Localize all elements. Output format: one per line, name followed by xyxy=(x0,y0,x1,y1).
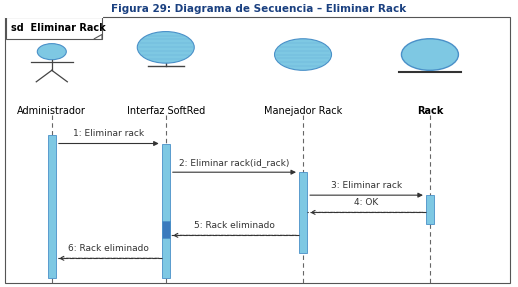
Circle shape xyxy=(37,44,66,60)
Text: Rack: Rack xyxy=(417,106,443,116)
Circle shape xyxy=(137,32,194,63)
Bar xyxy=(426,195,434,224)
Bar xyxy=(48,135,56,278)
Bar xyxy=(162,221,170,238)
Text: 2: Eliminar rack(id_rack): 2: Eliminar rack(id_rack) xyxy=(179,158,290,167)
Text: 5: Rack eliminado: 5: Rack eliminado xyxy=(194,221,275,230)
Text: Manejador Rack: Manejador Rack xyxy=(264,106,342,116)
Text: Administrador: Administrador xyxy=(18,106,86,116)
Circle shape xyxy=(401,39,458,70)
Text: 1: Eliminar rack: 1: Eliminar rack xyxy=(73,129,145,138)
Bar xyxy=(162,144,170,278)
Text: 6: Rack eliminado: 6: Rack eliminado xyxy=(68,244,149,253)
Text: Interfaz SoftRed: Interfaz SoftRed xyxy=(126,106,205,116)
Text: Figura 29: Diagrama de Secuencia – Eliminar Rack: Figura 29: Diagrama de Secuencia – Elimi… xyxy=(111,4,407,13)
Text: 3: Eliminar rack: 3: Eliminar rack xyxy=(331,181,402,190)
Circle shape xyxy=(275,39,332,70)
Bar xyxy=(299,172,307,253)
Bar xyxy=(6,17,102,39)
Text: 4: OK: 4: OK xyxy=(354,198,379,207)
Text: sd  Eliminar Rack: sd Eliminar Rack xyxy=(11,23,106,33)
